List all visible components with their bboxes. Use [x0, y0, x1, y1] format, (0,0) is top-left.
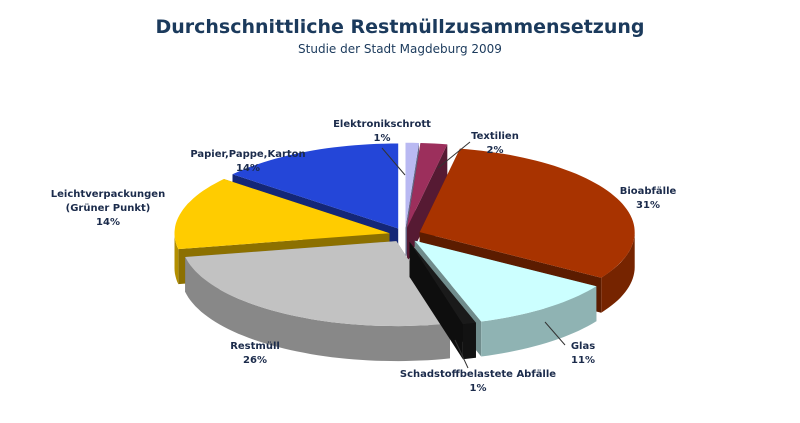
slice-top: [407, 143, 448, 228]
value-label: 14%: [236, 163, 260, 174]
slice-wall: [409, 241, 463, 360]
slice-top: [405, 142, 419, 228]
slice-label: Leichtverpackungen (Grüner Punkt) 14%: [48, 188, 168, 230]
slice-top: [232, 143, 399, 229]
slice-label: Schadstoffbelastete Abfälle 1%: [383, 368, 573, 396]
slice-top: [414, 240, 597, 322]
slice-side: [601, 232, 635, 313]
category-label: Leichtverpackungen (Grüner Punkt): [50, 189, 166, 214]
value-label: 31%: [636, 200, 660, 211]
slice-label: Papier,Pappe,Karton 14%: [178, 148, 318, 176]
chart-title: Durchschnittliche Restmüllzusammensetzun…: [155, 16, 645, 38]
value-label: 11%: [571, 355, 595, 366]
slice: [407, 143, 448, 263]
slice-label: Textilien 2%: [445, 130, 545, 158]
leader-line: [381, 147, 406, 176]
category-label: Bioabfälle: [619, 186, 677, 197]
slice-side: [462, 322, 476, 360]
value-label: 14%: [96, 217, 120, 228]
slice-label: Elektronikschrott 1%: [317, 118, 447, 146]
slice-top: [409, 241, 476, 325]
slice-label: Bioabfälle 31%: [593, 185, 703, 213]
value-label: 1%: [373, 133, 391, 144]
slice-side: [481, 286, 597, 357]
category-label: Elektronikschrott: [333, 119, 431, 130]
slice-top: [185, 241, 450, 327]
slice-label: Glas 11%: [553, 340, 613, 368]
slice-wall: [407, 144, 448, 263]
value-label: 26%: [243, 355, 267, 366]
leader-line: [437, 141, 471, 169]
slice-side: [174, 233, 179, 285]
value-label: 1%: [469, 383, 487, 394]
category-label: Glas: [570, 341, 596, 352]
category-label: Papier,Pappe,Karton: [190, 149, 306, 160]
chart-subtitle: Studie der Stadt Magdeburg 2009: [298, 42, 502, 56]
leader-line: [454, 339, 469, 369]
slice: [409, 241, 476, 360]
leader-line: [544, 321, 566, 346]
slice-side: [185, 257, 450, 362]
slice-top: [174, 179, 390, 250]
value-label: 2%: [486, 145, 504, 156]
category-label: Restmüll: [230, 341, 280, 352]
category-label: Textilien: [471, 131, 519, 142]
slice-label: Restmüll 26%: [210, 340, 300, 368]
category-label: Schadstoffbelastete Abfälle: [399, 369, 557, 380]
slice-top: [419, 148, 635, 278]
